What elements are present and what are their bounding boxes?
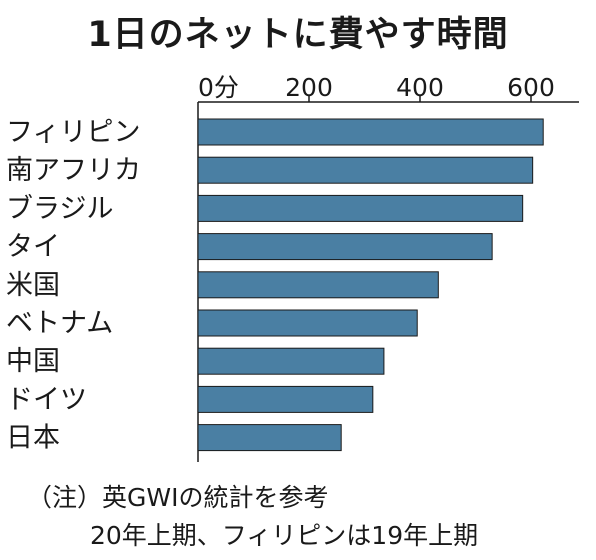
x-tick-label: 0分	[198, 73, 239, 102]
bar	[197, 233, 493, 261]
bar	[197, 118, 544, 146]
category-label: 日本	[6, 423, 60, 454]
category-label: ブラジル	[6, 193, 113, 224]
category-label: 南アフリカ	[6, 155, 141, 186]
bar	[197, 347, 385, 375]
category-label: ドイツ	[6, 384, 87, 415]
x-tick-labels: 0分 200 400 600	[198, 73, 555, 102]
category-label: ベトナム	[6, 308, 113, 339]
bar	[197, 271, 439, 299]
bar	[197, 309, 418, 337]
note-line-1: （注）英GWIの統計を参考	[27, 483, 329, 512]
category-label: 米国	[6, 270, 60, 301]
bar	[197, 194, 524, 222]
chart-title: 1日のネットに費やす時間	[87, 15, 509, 55]
category-label: フィリピン	[6, 117, 140, 148]
note-line-2: 20年上期、フィリピンは19年上期	[90, 521, 479, 550]
bar	[197, 385, 374, 413]
bar	[197, 156, 534, 184]
bars	[197, 118, 544, 452]
bar	[197, 424, 342, 452]
category-label: タイ	[6, 232, 60, 263]
category-label: 中国	[6, 346, 60, 377]
